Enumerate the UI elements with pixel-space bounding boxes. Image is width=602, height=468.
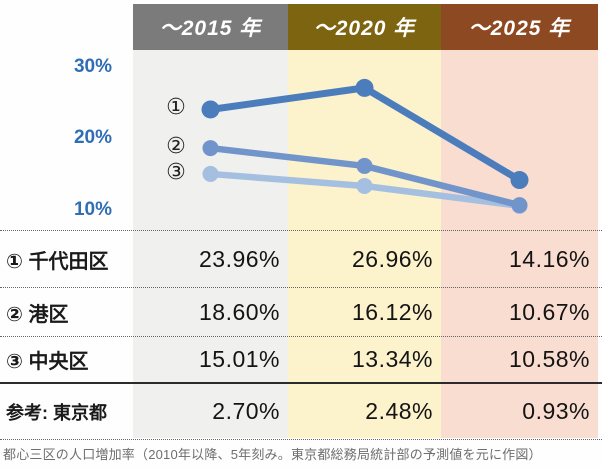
y-axis-tick-10: 10%: [73, 199, 112, 220]
value-cell: 23.96%: [198, 245, 280, 272]
row-label: ② 港区: [6, 303, 69, 326]
value-cell: 18.60%: [198, 298, 280, 325]
value-cell: 2.48%: [365, 398, 433, 424]
table-row-chuo: ③ 中央区 15.01% 13.34% 10.58%: [0, 336, 602, 382]
series-marker-minato: ②: [166, 134, 186, 159]
population-table: ① 千代田区 23.96% 26.96% 14.16% ② 港区 18.60% …: [0, 230, 602, 440]
series-marker-chuo: ③: [166, 160, 186, 185]
value-cell: 26.96%: [351, 245, 433, 272]
value-cell: 2.70%: [212, 398, 280, 424]
value-cell: 0.93%: [522, 398, 590, 424]
y-axis-tick-20: 20%: [73, 127, 112, 148]
row-label: 参考: 東京都: [6, 402, 107, 423]
table-row-minato: ② 港区 18.60% 16.12% 10.67%: [0, 287, 602, 336]
row-label: ① 千代田区: [6, 250, 109, 273]
value-cell: 16.12%: [351, 298, 433, 325]
column-header-2015: ～2015 年: [133, 4, 288, 50]
column-header-2025: ～2025 年: [441, 4, 598, 50]
y-axis-tick-30: 30%: [73, 56, 112, 77]
row-label: ③ 中央区: [6, 351, 89, 373]
value-cell: 15.01%: [198, 346, 280, 372]
value-cell: 14.16%: [508, 245, 590, 272]
value-cell: 10.67%: [508, 298, 590, 325]
figure-caption: 都心三区の人口増加率（2010年以降、5年刻み。東京都総務局統計部の予測値を元に…: [3, 447, 542, 462]
value-cell: 10.58%: [508, 346, 590, 372]
value-cell: 13.34%: [351, 346, 433, 372]
series-marker-chiyoda: ①: [166, 95, 186, 120]
table-row-tokyo-reference: 参考: 東京都 2.70% 2.48% 0.93%: [0, 382, 602, 439]
table-row-chiyoda: ① 千代田区 23.96% 26.96% 14.16%: [0, 230, 602, 287]
column-header-2020: ～2020 年: [288, 4, 441, 50]
